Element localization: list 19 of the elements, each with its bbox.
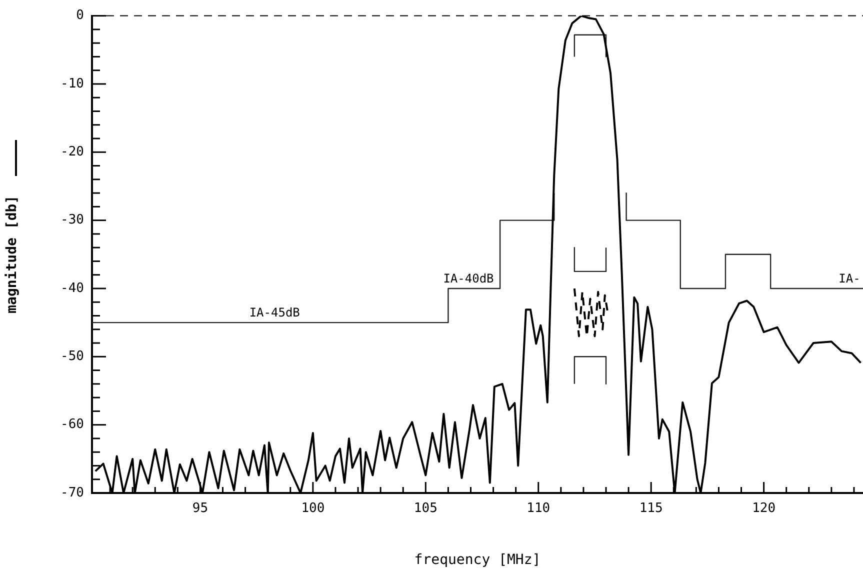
x-axis-title: frequency [MHz] <box>414 552 541 568</box>
x-tick-label: 105 <box>414 501 438 516</box>
y-tick-label: -70 <box>60 485 84 500</box>
annotation: IA-40dB <box>443 272 494 286</box>
y-tick-label: -40 <box>60 280 84 296</box>
y-tick-label: 0 <box>76 8 84 24</box>
x-tick-label: 100 <box>301 501 325 516</box>
x-tick-label: 115 <box>639 501 663 516</box>
y-tick-label: -30 <box>60 212 84 228</box>
y-tick-label: -50 <box>60 349 84 364</box>
y-tick-label: -20 <box>60 144 84 160</box>
y-tick-label: -60 <box>60 417 84 432</box>
y-axis-title: magnitude [db] <box>4 195 20 314</box>
annotation: IA-45dB <box>249 306 300 320</box>
x-tick-label: 120 <box>752 501 776 516</box>
y-tick-label: -10 <box>60 76 84 92</box>
x-tick-label: 95 <box>192 501 208 516</box>
x-tick-label: 110 <box>526 501 550 516</box>
annotation: IA- <box>838 272 860 286</box>
